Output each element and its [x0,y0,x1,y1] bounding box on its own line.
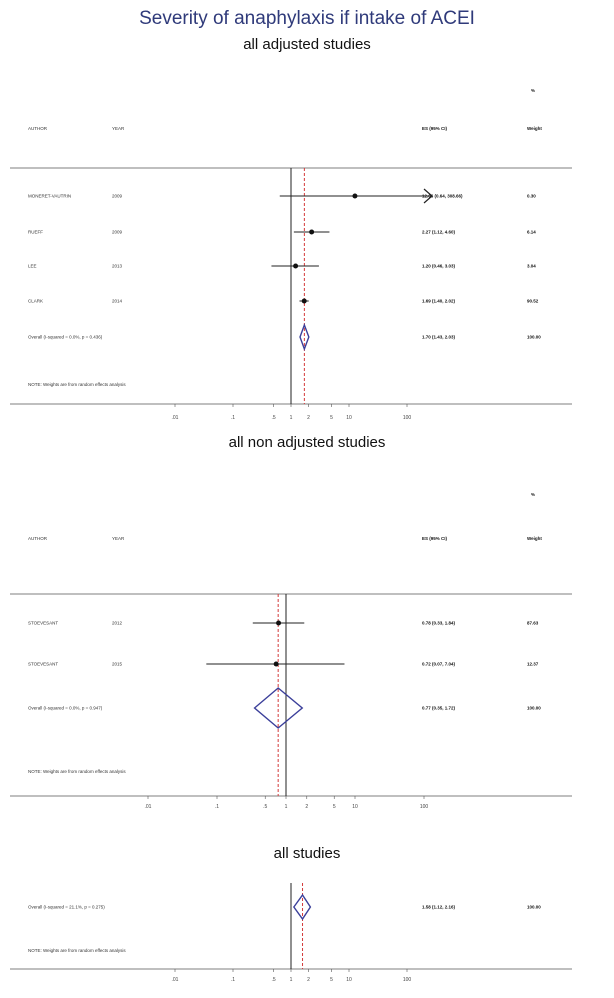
panel-1-study-weight: 0.30 [527,194,536,199]
panel-1-study-point [352,193,358,199]
panel-2-x-tick-label: 2 [305,804,308,810]
panel-1-x-tick-label: .1 [231,415,235,421]
panel-3-note: NOTE: Weights are from random effects an… [28,948,126,953]
panel-2-x-tick-label: .01 [145,804,152,810]
panel-2-es-header: ES (95% CI) [422,536,448,541]
panel-1-study-point [293,263,299,269]
panel-2-weight-header: Weight [527,536,542,541]
panel-2-subtitle: all non adjusted studies [228,434,386,451]
panel-1-overall-diamond [299,322,310,352]
panel-2-overall-diamond [253,687,304,729]
panel-1-study-es: 12.66 (0.64, 308.66) [422,194,463,199]
panel-1-study-author: RUEFF [28,230,43,235]
panel-1-year-header: YEAR [112,126,125,131]
panel-1-x-tick-label: 100 [403,415,412,421]
panel-2-study-year: 2015 [112,662,123,667]
panel-2-x-tick-label: .1 [215,804,219,810]
panel-1-note: NOTE: Weights are from random effects an… [28,382,126,387]
panel-2-overall-weight: 100.00 [527,706,541,711]
panel-1-x-tick-label: .01 [172,415,179,421]
panel-1-study-year: 2009 [112,194,123,199]
panel-3-x-tick-label: .5 [271,977,275,983]
panel-2-x-tick-label: 100 [420,804,429,810]
panel-1-study-author: CLARK [28,299,43,304]
panel-2-x-tick-label: 10 [352,804,358,810]
panel-3-x-tick-label: 1 [290,977,293,983]
panel-1-subtitle: all adjusted studies [243,36,371,53]
panel-2-overall-label: Overall (I-squared = 0.0%, p = 0.947) [28,706,103,711]
panel-2-study-point [273,661,279,667]
panel-1-x-tick-label: 2 [307,415,310,421]
panel-2-x-tick-label: .5 [263,804,267,810]
panel-2-study-author: STOEVESANT [28,621,58,626]
panel-1-study-ci-arrow [423,188,433,204]
panel-1-study-weight: 90.52 [527,299,539,304]
panel-2-study-weight: 87.63 [527,621,539,626]
panel-1-study-year: 2009 [112,230,123,235]
panel-2-study-year: 2012 [112,621,123,626]
panel-1-x-tick-label: .5 [271,415,275,421]
panel-3-x-tick-label: 2 [307,977,310,983]
panel-3-subtitle: all studies [273,845,341,862]
panel-2-author-header: AUTHOR [28,536,48,541]
panel-3-overall-weight: 100.00 [527,905,541,910]
panel-1-overall-es: 1.70 (1.43, 2.03) [422,335,456,340]
panel-2-note: NOTE: Weights are from random effects an… [28,769,126,774]
panel-3-x-tick-label: 10 [346,977,352,983]
panel-1-overall-weight: 100.00 [527,335,541,340]
panel-3-x-tick-label: 100 [403,977,412,983]
panel-1-study-weight: 6.14 [527,230,536,235]
panel-1-study-weight: 3.04 [527,264,536,269]
panel-2-study-es: 0.78 (0.33, 1.84) [422,621,456,626]
panel-1-x-tick-label: 1 [290,415,293,421]
panel-1-study-point [309,229,315,235]
panel-2-overall-es: 0.77 (0.35, 1.72) [422,706,456,711]
panel-1-study-year: 2013 [112,264,123,269]
panel-3-overall-label: Overall (I-squared = 21.1%, p = 0.275) [28,905,105,910]
panel-1-es-header: ES (95% CI) [422,126,448,131]
panel-1-study-author: MONERET-VAUTRIN [28,194,71,199]
panel-1-study-year: 2014 [112,299,123,304]
panel-1-pct-header: % [531,88,535,93]
panel-2-year-header: YEAR [112,536,125,541]
panel-2-study-author: STOEVESANT [28,662,58,667]
panel-1-study-author: LEE [28,264,37,269]
panel-3-x-tick-label: .1 [231,977,235,983]
panel-2-study-point [276,620,282,626]
panel-1-study-es: 1.69 (1.40, 2.02) [422,299,456,304]
panel-3-x-tick-label: .01 [172,977,179,983]
panel-2-x-tick-label: 5 [333,804,336,810]
chart-title: Severity of anaphylaxis if intake of ACE… [139,8,475,29]
panel-3-x-tick-label: 5 [330,977,333,983]
panel-2-x-tick-label: 1 [285,804,288,810]
panel-1-x-tick-label: 5 [330,415,333,421]
panel-2-pct-header: % [531,492,535,497]
panel-2-study-weight: 12.37 [527,662,539,667]
panel-1-weight-header: Weight [527,126,542,131]
panel-1-author-header: AUTHOR [28,126,48,131]
panel-1-x-tick-label: 10 [346,415,352,421]
panel-3-overall-es: 1.58 (1.12, 2.16) [422,905,456,910]
panel-1-overall-label: Overall (I-squared = 0.0%, p = 0.436) [28,335,103,340]
panel-1-study-point [301,298,307,304]
panel-2-study-es: 0.72 (0.07, 7.04) [422,662,456,667]
panel-1-study-es: 1.20 (0.46, 3.03) [422,264,456,269]
panel-3-overall-diamond [292,893,312,921]
panel-1-study-es: 2.27 (1.12, 4.60) [422,230,456,235]
